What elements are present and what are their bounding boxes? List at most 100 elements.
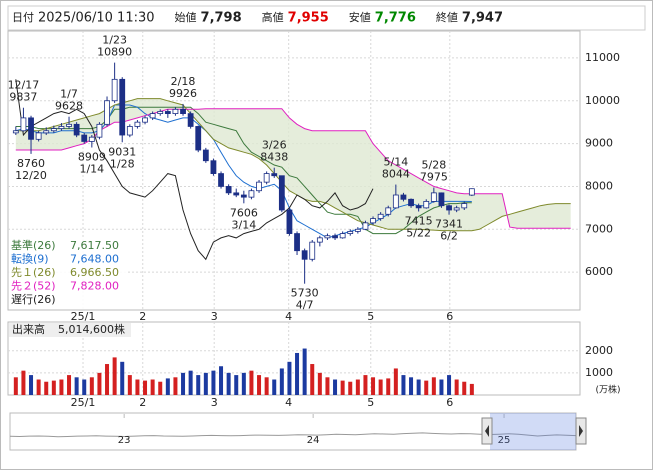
volume-bar <box>272 379 277 395</box>
navigator-label: 25 <box>498 435 511 446</box>
volume-bar <box>196 375 201 395</box>
annotation-date: 1/23 <box>102 34 127 47</box>
annotation-value: 8760 <box>17 157 45 170</box>
volume-bar <box>158 381 163 395</box>
y-tick-label: 2000 <box>585 344 613 357</box>
candle-body <box>377 213 384 219</box>
candle-body <box>309 241 316 260</box>
volume-bar <box>462 381 467 395</box>
legend-name: 先１(26) <box>11 266 56 279</box>
indicator-line <box>15 106 472 235</box>
candle-body <box>453 207 460 211</box>
x-tick-label: 2 <box>139 396 146 409</box>
x-tick-label: 3 <box>211 310 218 323</box>
annotation-date: 12/17 <box>8 79 40 92</box>
annotation-date: 1/14 <box>79 162 104 175</box>
volume-bar <box>150 379 155 395</box>
volume-bar <box>51 380 56 395</box>
navigator-selection[interactable] <box>490 413 576 450</box>
volume-bar <box>409 377 414 395</box>
candle-body <box>88 136 95 142</box>
candle-body <box>408 198 414 207</box>
volume-bar <box>188 370 193 395</box>
candle-body <box>225 186 232 194</box>
x-tick-label: 2 <box>139 310 146 323</box>
legend-value: 7,648.00 <box>70 253 119 266</box>
candle-body <box>332 235 338 239</box>
volume-bar <box>211 370 216 395</box>
candle-body <box>370 218 376 224</box>
x-tick-label: 4 <box>285 310 292 323</box>
annotation-date: 5/22 <box>406 227 431 240</box>
volume-bar <box>67 375 72 395</box>
annotation-date: 3/14 <box>231 218 256 231</box>
volume-bar <box>135 379 140 395</box>
candle-body <box>210 160 217 174</box>
volume-bar <box>416 379 421 395</box>
legend-name: 遅行(26) <box>11 293 56 306</box>
header-box <box>7 5 646 31</box>
candle-body <box>256 181 262 192</box>
volume-bar <box>310 364 315 395</box>
volume-bar <box>105 364 110 395</box>
annotation-value: 9926 <box>169 87 197 100</box>
volume-bar <box>431 377 436 395</box>
indicator-line <box>15 79 374 261</box>
candle-body <box>423 201 430 209</box>
candle-body <box>12 130 19 134</box>
legend-value: 7,828.00 <box>70 280 119 293</box>
y-tick-label: 1000 <box>585 366 613 379</box>
candle-body <box>286 209 293 234</box>
volume-bar <box>120 361 125 395</box>
candle-body <box>324 235 331 239</box>
volume-bar <box>219 366 224 395</box>
volume-bar <box>226 372 231 395</box>
candle-body <box>240 194 247 198</box>
y-tick-label: 8000 <box>585 179 613 192</box>
volume-bar <box>424 380 429 395</box>
candle-body <box>180 108 186 115</box>
candle-body <box>96 123 103 138</box>
volume-bar <box>181 372 186 395</box>
candle-body <box>294 233 300 252</box>
candle-body <box>438 192 445 207</box>
volume-bar <box>257 375 262 395</box>
volume-bar <box>333 379 338 395</box>
candle-body <box>248 190 255 198</box>
x-tick-label: 6 <box>446 396 453 409</box>
volume-bar <box>74 377 79 395</box>
y-tick-label: 10000 <box>585 94 620 107</box>
annotation-value: 8909 <box>78 150 106 163</box>
candle-body <box>347 231 354 234</box>
annotation-value: 9031 <box>108 145 136 158</box>
candle-body <box>20 117 27 132</box>
volume-bar <box>279 368 284 395</box>
annotation-value: 5730 <box>291 287 319 300</box>
candle-body <box>134 121 141 127</box>
volume-title: 出来高 <box>12 322 45 336</box>
x-tick-label: 25/1 <box>71 396 96 409</box>
indicator-line <box>15 108 571 229</box>
annotation-date: 12/20 <box>15 169 47 182</box>
volume-bar <box>371 377 376 395</box>
annotation-value: 8044 <box>382 168 410 181</box>
volume-unit: (万株) <box>595 384 620 396</box>
candle-body <box>430 192 437 202</box>
annotation-value: 7606 <box>230 206 258 219</box>
x-tick-label: 5 <box>367 396 374 409</box>
x-tick-label: 6 <box>446 310 453 323</box>
annotation-value: 7415 <box>405 215 433 228</box>
legend-name: 先２(52) <box>11 280 56 293</box>
candle-body <box>81 134 88 142</box>
candle-body <box>385 207 392 215</box>
volume-bar <box>302 348 307 395</box>
volume-bar <box>127 375 132 395</box>
volume-layer: 25/1 2 3 4 5 6 1000 2000 <box>8 322 613 409</box>
volume-bar <box>348 381 353 395</box>
candle-body <box>202 149 209 162</box>
volume-bar <box>21 370 26 395</box>
header-label: 始値 <box>175 10 197 24</box>
legend-value: 7,617.50 <box>70 239 119 252</box>
x-tick-label: 4 <box>285 396 292 409</box>
volume-bar <box>378 379 383 395</box>
